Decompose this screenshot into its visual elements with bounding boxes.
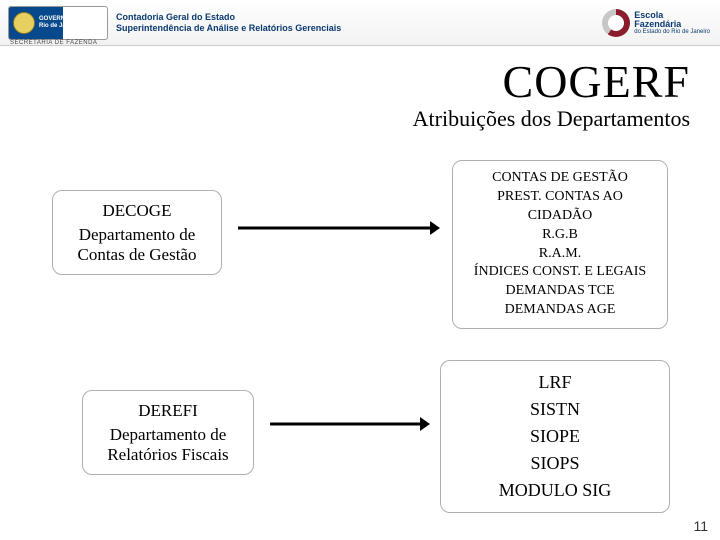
escola-name2: Fazendária — [634, 19, 681, 29]
arrow-derefi — [262, 414, 438, 454]
gov-logo-text: GOVERNO DO Rio de Janeiro — [39, 16, 80, 29]
attr-item: LRF — [453, 369, 657, 396]
header-bar: GOVERNO DO Rio de Janeiro Contadoria Ger… — [0, 0, 720, 46]
attr-item: R.G.B — [465, 226, 655, 245]
attr-item: SISTN — [453, 396, 657, 423]
secretaria-strip: SECRETARIA DE FAZENDA — [10, 40, 97, 46]
attr-item: R.A.M. — [465, 245, 655, 264]
state-seal-icon — [13, 12, 35, 34]
escola-swirl-icon — [602, 9, 630, 37]
dept-code: DECOGE — [67, 201, 207, 221]
page-number: 11 — [693, 518, 708, 534]
escola-sub: do Estado do Rio de Janeiro — [634, 29, 710, 35]
dept-box-derefi: DEREFI Departamento de Relatórios Fiscai… — [82, 390, 254, 475]
attr-item: DEMANDAS AGE — [465, 301, 655, 320]
attr-item: ÍNDICES CONST. E LEGAIS — [465, 263, 655, 282]
page-title: COGERF — [0, 55, 690, 108]
gov-line2: Rio de Janeiro — [39, 23, 80, 29]
attr-box-derefi: LRFSISTNSIOPESIOPSMODULO SIG — [440, 360, 670, 513]
dept-code: DEREFI — [97, 401, 239, 421]
page-subtitle: Atribuições dos Departamentos — [0, 106, 690, 132]
escola-logo: Escola Fazendária do Estado do Rio de Ja… — [602, 9, 710, 37]
attr-item: SIOPS — [453, 450, 657, 477]
escola-text: Escola Fazendária do Estado do Rio de Ja… — [634, 11, 710, 35]
attr-item: SIOPE — [453, 423, 657, 450]
attr-box-decoge: CONTAS DE GESTÃOPREST. CONTAS AO CIDADÃO… — [452, 160, 668, 329]
attr-item: CONTAS DE GESTÃO — [465, 169, 655, 188]
gov-line1: GOVERNO DO — [39, 16, 80, 22]
arrow-decoge — [230, 218, 448, 258]
header-text: Contadoria Geral do Estado Superintendên… — [116, 12, 341, 34]
attr-item: MODULO SIG — [453, 477, 657, 504]
header-line2: Superintendência de Análise e Relatórios… — [116, 23, 341, 34]
dept-full-name: Departamento de Contas de Gestão — [67, 225, 207, 264]
dept-full-name: Departamento de Relatórios Fiscais — [97, 425, 239, 464]
gov-logo: GOVERNO DO Rio de Janeiro — [8, 6, 108, 40]
header-line1: Contadoria Geral do Estado — [116, 12, 341, 23]
attr-item: DEMANDAS TCE — [465, 282, 655, 301]
title-block: COGERF Atribuições dos Departamentos — [0, 55, 720, 132]
attr-item: PREST. CONTAS AO CIDADÃO — [465, 188, 655, 226]
dept-box-decoge: DECOGE Departamento de Contas de Gestão — [52, 190, 222, 275]
